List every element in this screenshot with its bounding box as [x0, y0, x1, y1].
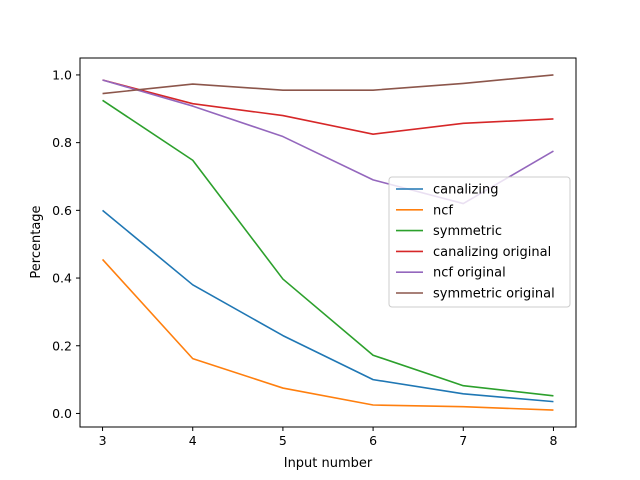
legend-label: ncf original: [433, 266, 506, 281]
x-tick-label: 6: [369, 433, 377, 448]
y-tick-label: 0.2: [52, 338, 72, 353]
series-line-0: [102, 209, 554, 403]
y-axis: 0.0 0.2 0.4 0.6 0.8 1.0: [52, 67, 80, 421]
legend-label: symmetric original: [433, 287, 555, 302]
x-axis-label: Input number: [284, 456, 373, 471]
legend-label: symmetric: [433, 224, 502, 239]
y-tick-label: 1.0: [52, 67, 72, 82]
plot-frame: [79, 57, 577, 428]
series-line-3: [102, 79, 554, 135]
legend-label: ncf: [433, 203, 453, 218]
legend-label: canalizing original: [433, 245, 551, 260]
x-tick-label: 7: [459, 433, 467, 448]
legend-label: canalizing: [433, 183, 498, 198]
legend: canalizing ncf symmetric canalizing origina…: [388, 176, 571, 308]
x-tick-label: 4: [189, 433, 197, 448]
y-tick-label: 0.4: [52, 271, 72, 286]
x-tick-label: 5: [279, 433, 287, 448]
y-tick-label: 0.8: [52, 135, 72, 150]
y-tick-label: 0.0: [52, 406, 72, 421]
x-tick-label: 8: [549, 433, 557, 448]
plot-lines: [101, 74, 554, 411]
y-tick-label: 0.6: [52, 203, 72, 218]
x-axis: 3 4 5 6 7 8: [99, 427, 557, 448]
x-tick-label: 3: [99, 433, 107, 448]
y-axis-label: Percentage: [29, 205, 44, 278]
series-line-1: [101, 258, 554, 411]
legend-box: [388, 176, 571, 308]
series-line-5: [102, 74, 554, 95]
series-line-2: [102, 99, 554, 397]
